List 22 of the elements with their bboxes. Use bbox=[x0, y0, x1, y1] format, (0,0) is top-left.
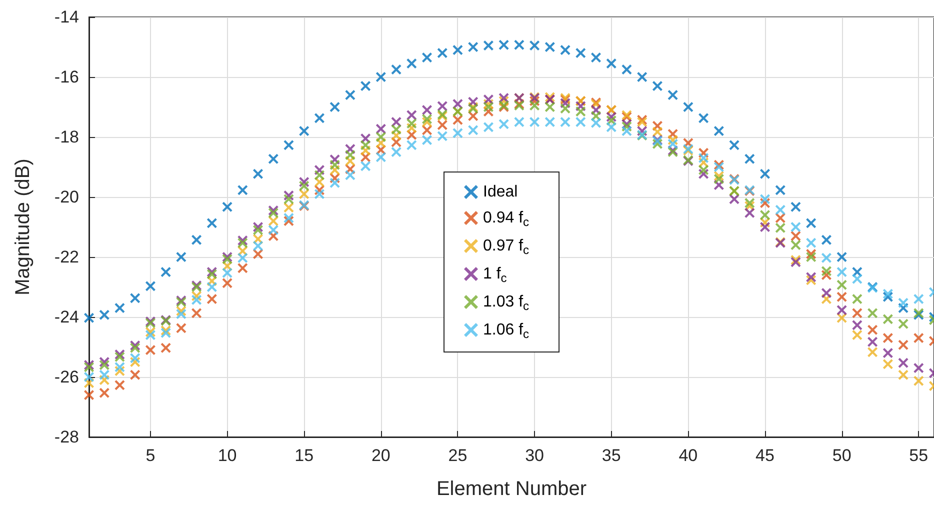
y-tick-label: -24 bbox=[54, 308, 79, 326]
y-tick-label: -16 bbox=[54, 68, 79, 86]
x-tick-label: 30 bbox=[525, 446, 544, 465]
x-tick-label: 50 bbox=[832, 446, 852, 465]
x-tick-label: 55 bbox=[909, 446, 928, 465]
x-tick-label: 35 bbox=[602, 446, 621, 465]
x-tick-label: 45 bbox=[756, 446, 774, 465]
x-tick-label: 40 bbox=[678, 446, 698, 465]
x-tick-label: 15 bbox=[294, 446, 314, 465]
x-tick-label: 5 bbox=[146, 446, 156, 465]
x-axis-title: Element Number bbox=[436, 478, 587, 500]
x-tick-label: 25 bbox=[448, 446, 468, 465]
y-tick-label: -26 bbox=[54, 368, 79, 386]
y-tick-label: -14 bbox=[54, 8, 79, 26]
x-tick-label: 10 bbox=[218, 446, 237, 465]
y-tick-label: -28 bbox=[54, 428, 79, 446]
y-tick-label: -22 bbox=[54, 248, 79, 266]
y-tick-label: -18 bbox=[54, 128, 79, 146]
x-tick-label: 20 bbox=[371, 446, 390, 465]
y-axis-title: Magnitude (dB) bbox=[12, 158, 34, 296]
y-tick-label: -20 bbox=[54, 188, 79, 206]
legend-label: Ideal bbox=[483, 184, 518, 200]
